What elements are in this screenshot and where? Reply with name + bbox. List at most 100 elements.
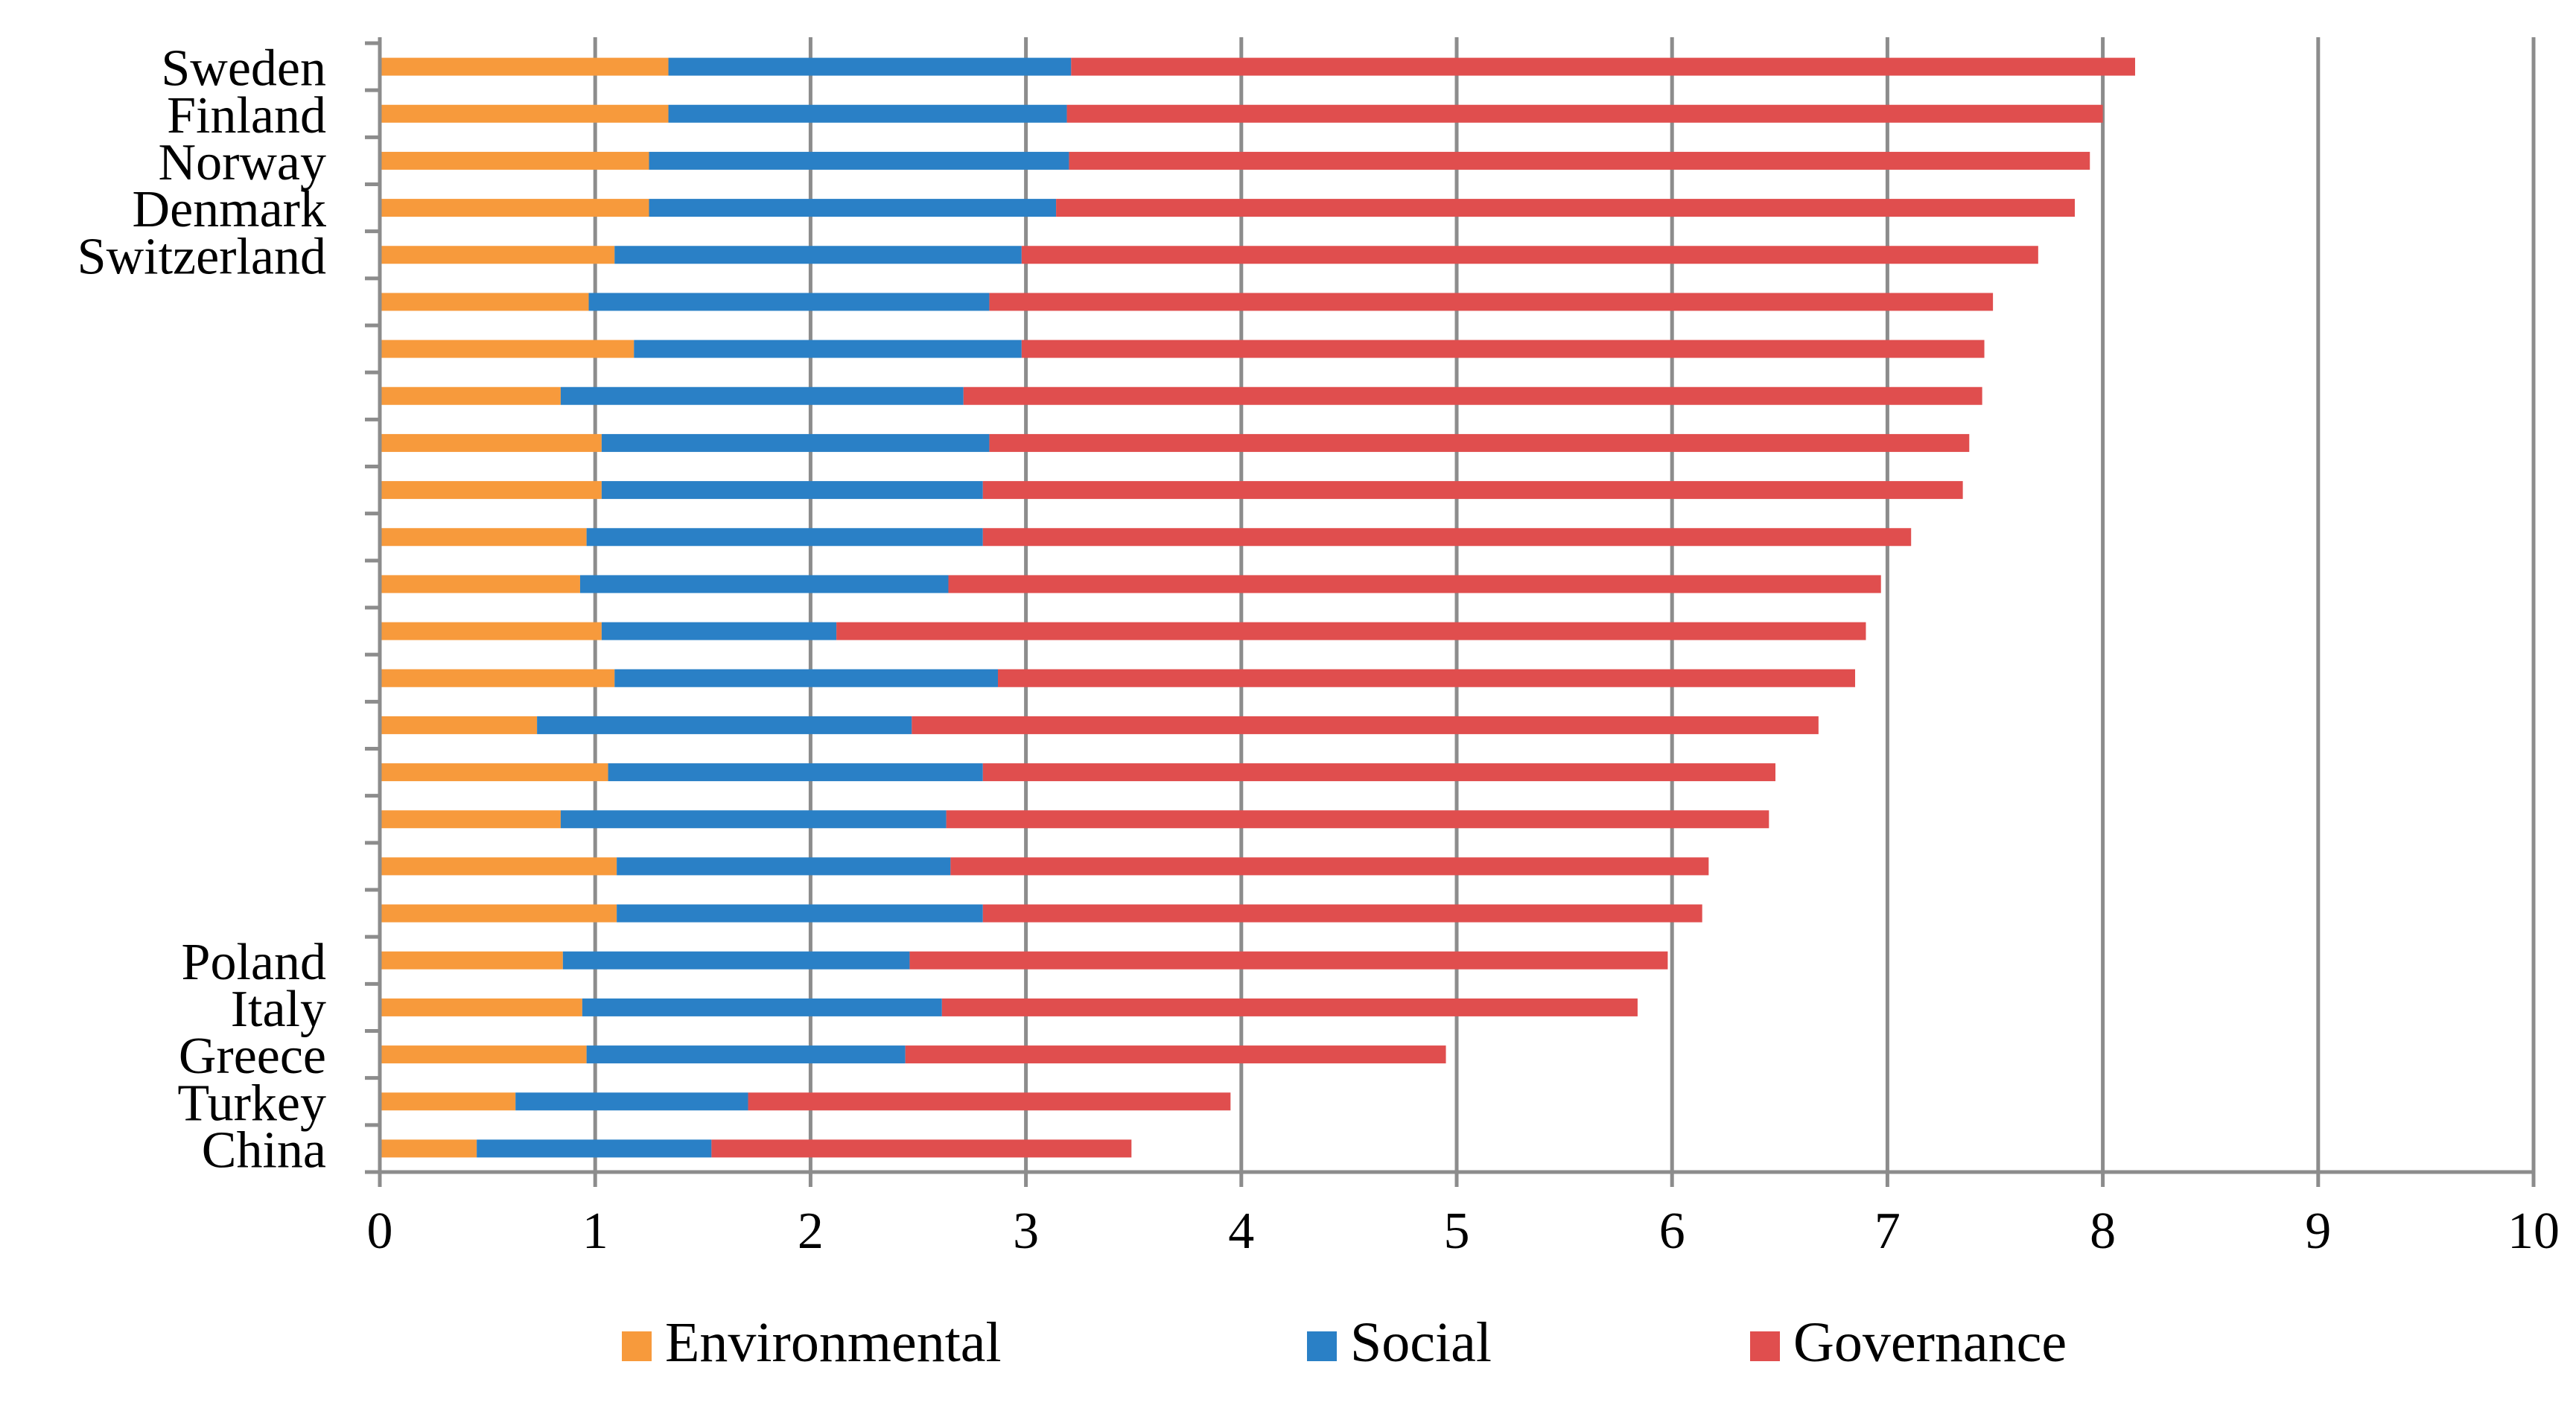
bar-social-switzerland — [614, 246, 1022, 264]
bar-governance-row-7 — [1021, 340, 1985, 358]
legend-label-social: Social — [1350, 1311, 1492, 1374]
bar-governance-row-10 — [982, 481, 1963, 500]
bar-social-row-14 — [614, 669, 999, 687]
bar-environmental-row-9 — [380, 433, 602, 452]
bar-governance-poland — [909, 951, 1668, 970]
bar-environmental-greece — [380, 1045, 587, 1064]
bar-environmental-row-6 — [380, 293, 589, 311]
bar-environmental-row-12 — [380, 575, 580, 593]
category-label-china: China — [202, 1121, 326, 1179]
bar-social-row-10 — [601, 481, 983, 500]
bar-governance-row-12 — [948, 575, 1881, 593]
bar-governance-china — [711, 1139, 1132, 1158]
bar-governance-row-15 — [912, 716, 1819, 734]
x-tick-label-3: 3 — [1013, 1203, 1039, 1260]
x-tick-label-1: 1 — [582, 1203, 608, 1260]
legend-swatch-social — [1307, 1331, 1337, 1361]
bar-social-row-17 — [560, 810, 947, 829]
bar-social-row-16 — [608, 763, 983, 782]
legend-swatch-environmental — [622, 1331, 652, 1361]
bar-governance-switzerland — [1021, 246, 2038, 264]
bar-governance-denmark — [1056, 199, 2076, 217]
bar-environmental-finland — [380, 104, 669, 123]
bar-environmental-row-7 — [380, 340, 635, 358]
bars — [380, 57, 2135, 1158]
bar-social-norway — [649, 151, 1069, 170]
legend-swatch-governance — [1750, 1331, 1780, 1361]
bar-environmental-china — [380, 1139, 477, 1158]
category-label-denmark: Denmark — [133, 181, 326, 238]
bar-environmental-norway — [380, 151, 649, 170]
category-label-greece: Greece — [179, 1028, 326, 1085]
bar-governance-row-18 — [950, 857, 1709, 876]
bar-environmental-row-13 — [380, 622, 602, 640]
bar-governance-row-8 — [963, 386, 1982, 405]
bar-governance-row-9 — [989, 433, 1970, 452]
bar-social-row-13 — [601, 622, 837, 640]
bar-governance-row-19 — [982, 904, 1702, 923]
bar-social-row-7 — [634, 340, 1022, 358]
bar-environmental-row-15 — [380, 716, 538, 734]
bar-governance-finland — [1066, 104, 2103, 123]
bar-environmental-italy — [380, 998, 582, 1016]
bar-social-greece — [586, 1045, 906, 1064]
bar-governance-turkey — [748, 1092, 1231, 1111]
bar-environmental-row-16 — [380, 763, 608, 782]
category-label-italy: Italy — [231, 981, 326, 1038]
bar-social-sweden — [668, 57, 1072, 76]
category-label-finland: Finland — [167, 87, 326, 144]
bar-environmental-row-18 — [380, 857, 617, 876]
bar-environmental-row-17 — [380, 810, 561, 829]
bar-social-row-12 — [579, 575, 949, 593]
bar-social-finland — [668, 104, 1067, 123]
bar-social-row-18 — [617, 857, 951, 876]
bar-governance-norway — [1069, 151, 2090, 170]
bar-governance-row-14 — [998, 669, 1856, 687]
bar-environmental-turkey — [380, 1092, 516, 1111]
bar-governance-row-13 — [836, 622, 1866, 640]
bar-social-row-8 — [560, 386, 964, 405]
axes — [365, 37, 2536, 1187]
bar-environmental-row-8 — [380, 386, 561, 405]
x-tick-label-10: 10 — [2507, 1203, 2560, 1260]
bar-environmental-row-19 — [380, 904, 617, 923]
bar-social-row-11 — [586, 528, 983, 547]
category-label-sweden: Sweden — [161, 40, 326, 98]
bar-environmental-switzerland — [380, 246, 615, 264]
x-tick-label-8: 8 — [2090, 1203, 2116, 1260]
bar-social-row-6 — [588, 293, 990, 311]
x-tick-label-5: 5 — [1444, 1203, 1470, 1260]
bar-environmental-row-10 — [380, 481, 602, 500]
category-label-norway: Norway — [159, 134, 326, 191]
bar-governance-row-17 — [946, 810, 1769, 829]
bar-social-row-19 — [617, 904, 983, 923]
bar-environmental-sweden — [380, 57, 669, 76]
bar-social-row-9 — [601, 433, 990, 452]
legend-label-environmental: Environmental — [665, 1311, 1002, 1374]
gridlines — [593, 37, 2536, 1172]
bar-environmental-poland — [380, 951, 563, 970]
bar-environmental-row-14 — [380, 669, 615, 687]
x-tick-label-2: 2 — [798, 1203, 824, 1260]
bar-governance-row-6 — [989, 293, 1994, 311]
x-tick-label-9: 9 — [2305, 1203, 2331, 1260]
bar-governance-greece — [905, 1045, 1446, 1064]
x-tick-label-4: 4 — [1228, 1203, 1254, 1260]
bar-social-china — [477, 1139, 712, 1158]
category-label-turkey: Turkey — [177, 1074, 326, 1132]
legend-label-governance: Governance — [1793, 1311, 2067, 1374]
bar-governance-italy — [941, 998, 1638, 1016]
bar-environmental-denmark — [380, 199, 649, 217]
bar-social-row-15 — [537, 716, 912, 734]
x-tick-label-7: 7 — [1874, 1203, 1901, 1260]
bar-social-turkey — [515, 1092, 748, 1111]
bar-social-italy — [582, 998, 942, 1016]
x-tick-label-6: 6 — [1659, 1203, 1685, 1260]
bar-social-poland — [562, 951, 910, 970]
bar-environmental-row-11 — [380, 528, 587, 547]
category-label-poland: Poland — [182, 934, 326, 991]
legend: Environmental Social Governance — [622, 1311, 2067, 1374]
